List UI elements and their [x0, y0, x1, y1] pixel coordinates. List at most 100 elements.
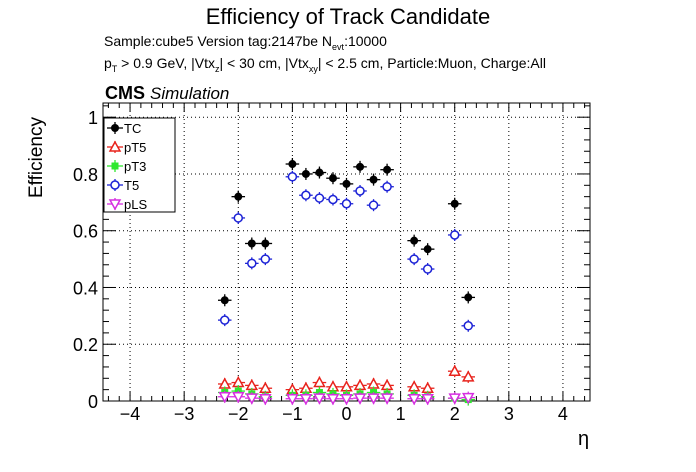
- data-point: [382, 181, 392, 192]
- data-point: [287, 172, 298, 182]
- legend-label: TC: [124, 121, 141, 136]
- data-point: [410, 236, 419, 245]
- legend-label: pT5: [124, 140, 146, 155]
- data-point: [326, 393, 340, 406]
- legend-marker: [111, 162, 119, 170]
- x-tick-label: 3: [504, 404, 514, 424]
- legend-marker: [111, 124, 119, 132]
- cuts-text-vtx2: | < 30 cm, |Vtx: [219, 55, 309, 71]
- data-point: [341, 199, 352, 209]
- cuts-text-vtx: > 0.9 GeV, |Vtx: [117, 55, 215, 71]
- x-tick-label: 1: [396, 404, 406, 424]
- data-point: [464, 293, 473, 302]
- legend-entry-T5: T5: [107, 178, 139, 193]
- data-point: [245, 393, 259, 405]
- x-tick-label: 2: [450, 404, 460, 424]
- data-point: [342, 179, 351, 188]
- data-point: [288, 160, 297, 169]
- x-tick-label: 0: [341, 404, 351, 424]
- cms-label: CMS Simulation: [105, 83, 229, 104]
- cms-text: CMS: [105, 83, 145, 103]
- sample-info-text: Sample:cube5 Version tag:2147be N: [104, 33, 333, 49]
- y-tick-label: 0.8: [73, 165, 98, 185]
- legend-marker: [108, 140, 122, 152]
- data-point: [299, 393, 313, 406]
- cuts-text-sub-xy: xy: [308, 64, 318, 74]
- x-tick-label: 4: [558, 404, 568, 424]
- data-point: [328, 174, 337, 183]
- sample-info-line: Sample:cube5 Version tag:2147be Nevt:100…: [104, 33, 387, 52]
- data-point: [315, 168, 324, 177]
- data-point: [369, 175, 378, 184]
- data-point: [461, 392, 475, 405]
- x-axis-label: η: [578, 428, 590, 450]
- y-tick-label: 0.2: [73, 335, 98, 355]
- cuts-text-p: p: [104, 55, 112, 71]
- data-point: [340, 393, 353, 406]
- data-point: [233, 213, 244, 223]
- data-point: [407, 393, 421, 406]
- x-tick-label: −2: [228, 404, 249, 424]
- data-point: [383, 165, 392, 174]
- data-point: [356, 162, 365, 171]
- data-point: [313, 393, 326, 405]
- data-point: [301, 190, 311, 200]
- data-point: [463, 321, 473, 331]
- series-pLS: [217, 390, 476, 406]
- y-axis-label: Efficiency: [26, 117, 47, 198]
- data-point: [286, 393, 299, 406]
- data-point: [218, 391, 232, 404]
- legend-box: [103, 117, 176, 213]
- data-point: [314, 193, 325, 203]
- data-point: [261, 239, 270, 248]
- data-point: [220, 315, 230, 325]
- data-point: [220, 296, 229, 305]
- cuts-info-line: pT > 0.9 GeV, |Vtxz| < 30 cm, |Vtxxy| < …: [104, 55, 546, 74]
- data-point: [423, 245, 432, 254]
- data-point: [409, 254, 419, 264]
- data-point: [448, 364, 461, 376]
- data-point: [367, 393, 380, 405]
- data-point: [422, 264, 433, 274]
- legend-entry-pT3: pT3: [107, 159, 146, 174]
- legend-label: pT3: [124, 159, 146, 174]
- y-tick-label: 0.6: [73, 222, 98, 242]
- data-point: [355, 186, 365, 196]
- legend-label: T5: [124, 178, 139, 193]
- cuts-text-rest: | < 2.5 cm, Particle:Muon, Charge:All: [317, 55, 546, 71]
- y-tick-label: 0: [88, 392, 98, 412]
- data-point: [301, 169, 310, 178]
- chart-title: Efficiency of Track Candidate: [205, 4, 491, 29]
- data-point: [448, 393, 461, 405]
- cuts-text-sub-z: z: [214, 64, 220, 74]
- legend-entry-pLS: pLS: [107, 197, 147, 212]
- x-tick-label: −3: [174, 404, 195, 424]
- sample-info-end: :10000: [344, 33, 387, 49]
- legend-label: pLS: [124, 197, 147, 212]
- data-point: [260, 254, 271, 264]
- legend-entry-TC: TC: [107, 121, 141, 136]
- data-point: [380, 393, 394, 405]
- cuts-text-sub-t: T: [111, 64, 118, 74]
- data-point: [234, 192, 243, 201]
- data-point: [461, 370, 475, 382]
- y-tick-label: 1: [88, 108, 98, 128]
- data-point: [247, 258, 257, 269]
- x-tick-label: −1: [282, 404, 303, 424]
- simulation-text: Simulation: [150, 84, 230, 103]
- data-point: [449, 230, 460, 240]
- y-tick-label: 0.4: [73, 278, 98, 298]
- legend-entry-pT5: pT5: [107, 140, 146, 155]
- legend-marker: [110, 180, 120, 190]
- series-TC: [217, 158, 476, 307]
- data-point: [353, 393, 367, 405]
- sample-info-sub: evt: [332, 42, 345, 52]
- data-point: [368, 200, 379, 210]
- data-point: [421, 393, 434, 406]
- legend-marker: [108, 199, 122, 211]
- series-T5: [217, 170, 476, 332]
- x-tick-label: −4: [120, 404, 141, 424]
- data-point: [328, 194, 338, 205]
- data-point: [232, 391, 245, 404]
- data-point: [247, 239, 256, 248]
